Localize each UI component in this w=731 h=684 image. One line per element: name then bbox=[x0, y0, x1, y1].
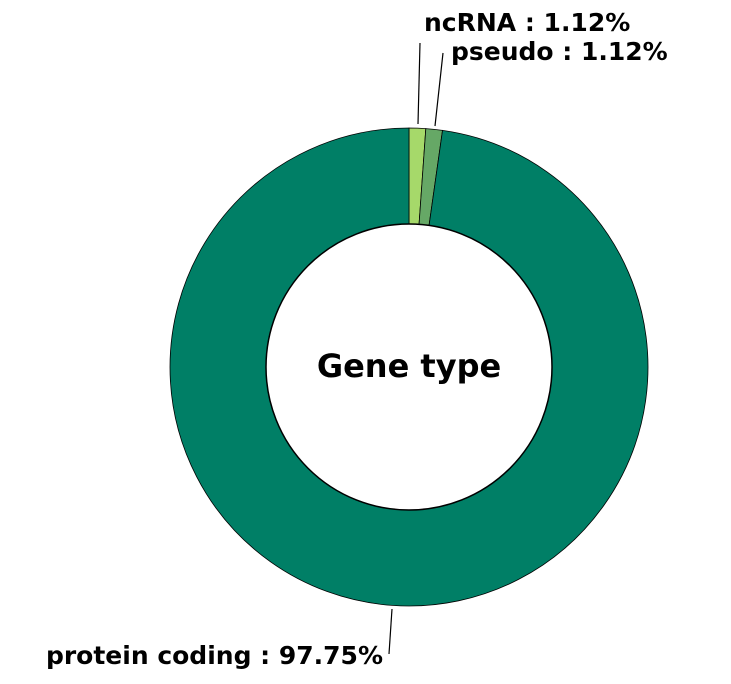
slice-labels: ncRNA : 1.12%pseudo : 1.12% protein codin… bbox=[46, 8, 668, 670]
slice-label-protein-coding: protein coding : 97.75% bbox=[46, 641, 383, 670]
chart-title: Gene type bbox=[317, 347, 501, 385]
leader-line-ncrna bbox=[417, 42, 421, 125]
slice-label-pseudo: pseudo : 1.12% bbox=[451, 37, 668, 66]
leader-line-protein-coding bbox=[388, 608, 393, 655]
leader-line-pseudo bbox=[434, 52, 444, 127]
donut-hole bbox=[265, 223, 553, 511]
slice-label-ncrna: ncRNA : 1.12% bbox=[424, 8, 630, 37]
label-leader-lines bbox=[388, 42, 444, 655]
donut-slices bbox=[169, 127, 649, 607]
